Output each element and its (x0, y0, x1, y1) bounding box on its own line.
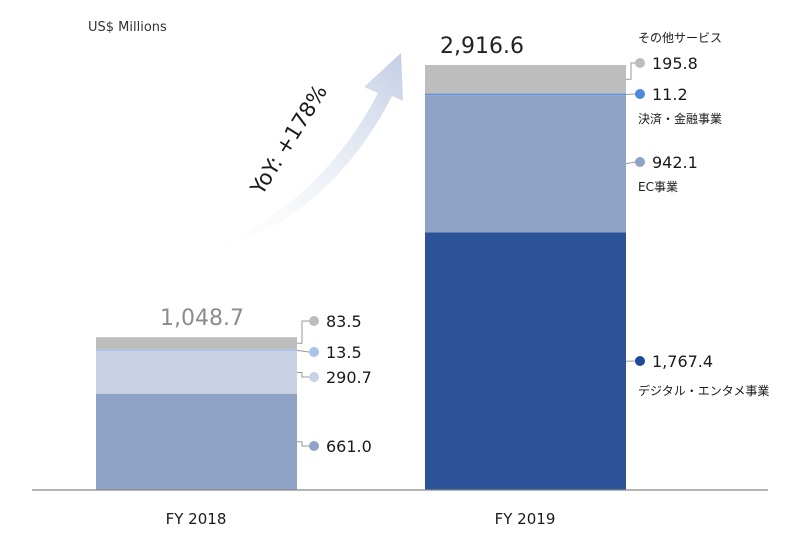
leader-line (296, 349, 310, 353)
x-tick-label: FY 2019 (495, 510, 556, 528)
leader-line (297, 320, 309, 344)
value-label: 290.7 (326, 368, 372, 387)
bar-fy-2018-1 (96, 351, 297, 394)
value-label: 661.0 (326, 437, 372, 456)
value-marker (635, 58, 645, 68)
leader-line (297, 372, 309, 378)
leader-line (625, 93, 636, 95)
value-label: 11.2 (652, 85, 688, 104)
value-label: 942.1 (652, 153, 698, 172)
labels-layer: FY 2018 1,048.7 661.0 290.7 13.5 83.5 FY 2019 2… (160, 31, 769, 528)
segment-name-label: 決済・金融事業 (638, 111, 722, 126)
leader-line (625, 161, 636, 165)
bar-fy-2019-2 (425, 93, 626, 96)
value-marker (309, 441, 319, 451)
x-tick-label: FY 2018 (166, 510, 227, 528)
value-marker (635, 89, 645, 99)
connectors-layer (296, 62, 636, 447)
bars-layer (96, 65, 626, 490)
bar-fy-2019-3 (425, 65, 626, 94)
value-marker (635, 356, 645, 366)
value-marker (309, 316, 319, 326)
bar-fy-2019-1 (425, 95, 626, 233)
leader-line (626, 62, 635, 80)
bar-fy-2018-3 (96, 337, 297, 350)
leader-line (297, 441, 309, 447)
value-marker (635, 157, 645, 167)
bar-fy-2018-0 (96, 393, 297, 490)
growth-arrow (212, 53, 403, 249)
segment-name-label: その他サービス (638, 31, 722, 45)
segment-name-label: デジタル・エンタメ事業 (638, 383, 769, 398)
bar-fy-2019-0 (425, 232, 626, 490)
total-label: 1,048.7 (160, 306, 244, 331)
value-label: 83.5 (326, 312, 362, 331)
value-label: 1,767.4 (652, 352, 713, 371)
value-label: 13.5 (326, 343, 362, 362)
unit-label: US$ Millions (88, 20, 167, 35)
value-marker (309, 347, 319, 357)
value-label: 195.8 (652, 54, 698, 73)
value-marker (309, 372, 319, 382)
bar-fy-2018-2 (96, 349, 297, 352)
total-label: 2,916.6 (440, 34, 524, 59)
segment-name-label: EC事業 (638, 180, 678, 194)
